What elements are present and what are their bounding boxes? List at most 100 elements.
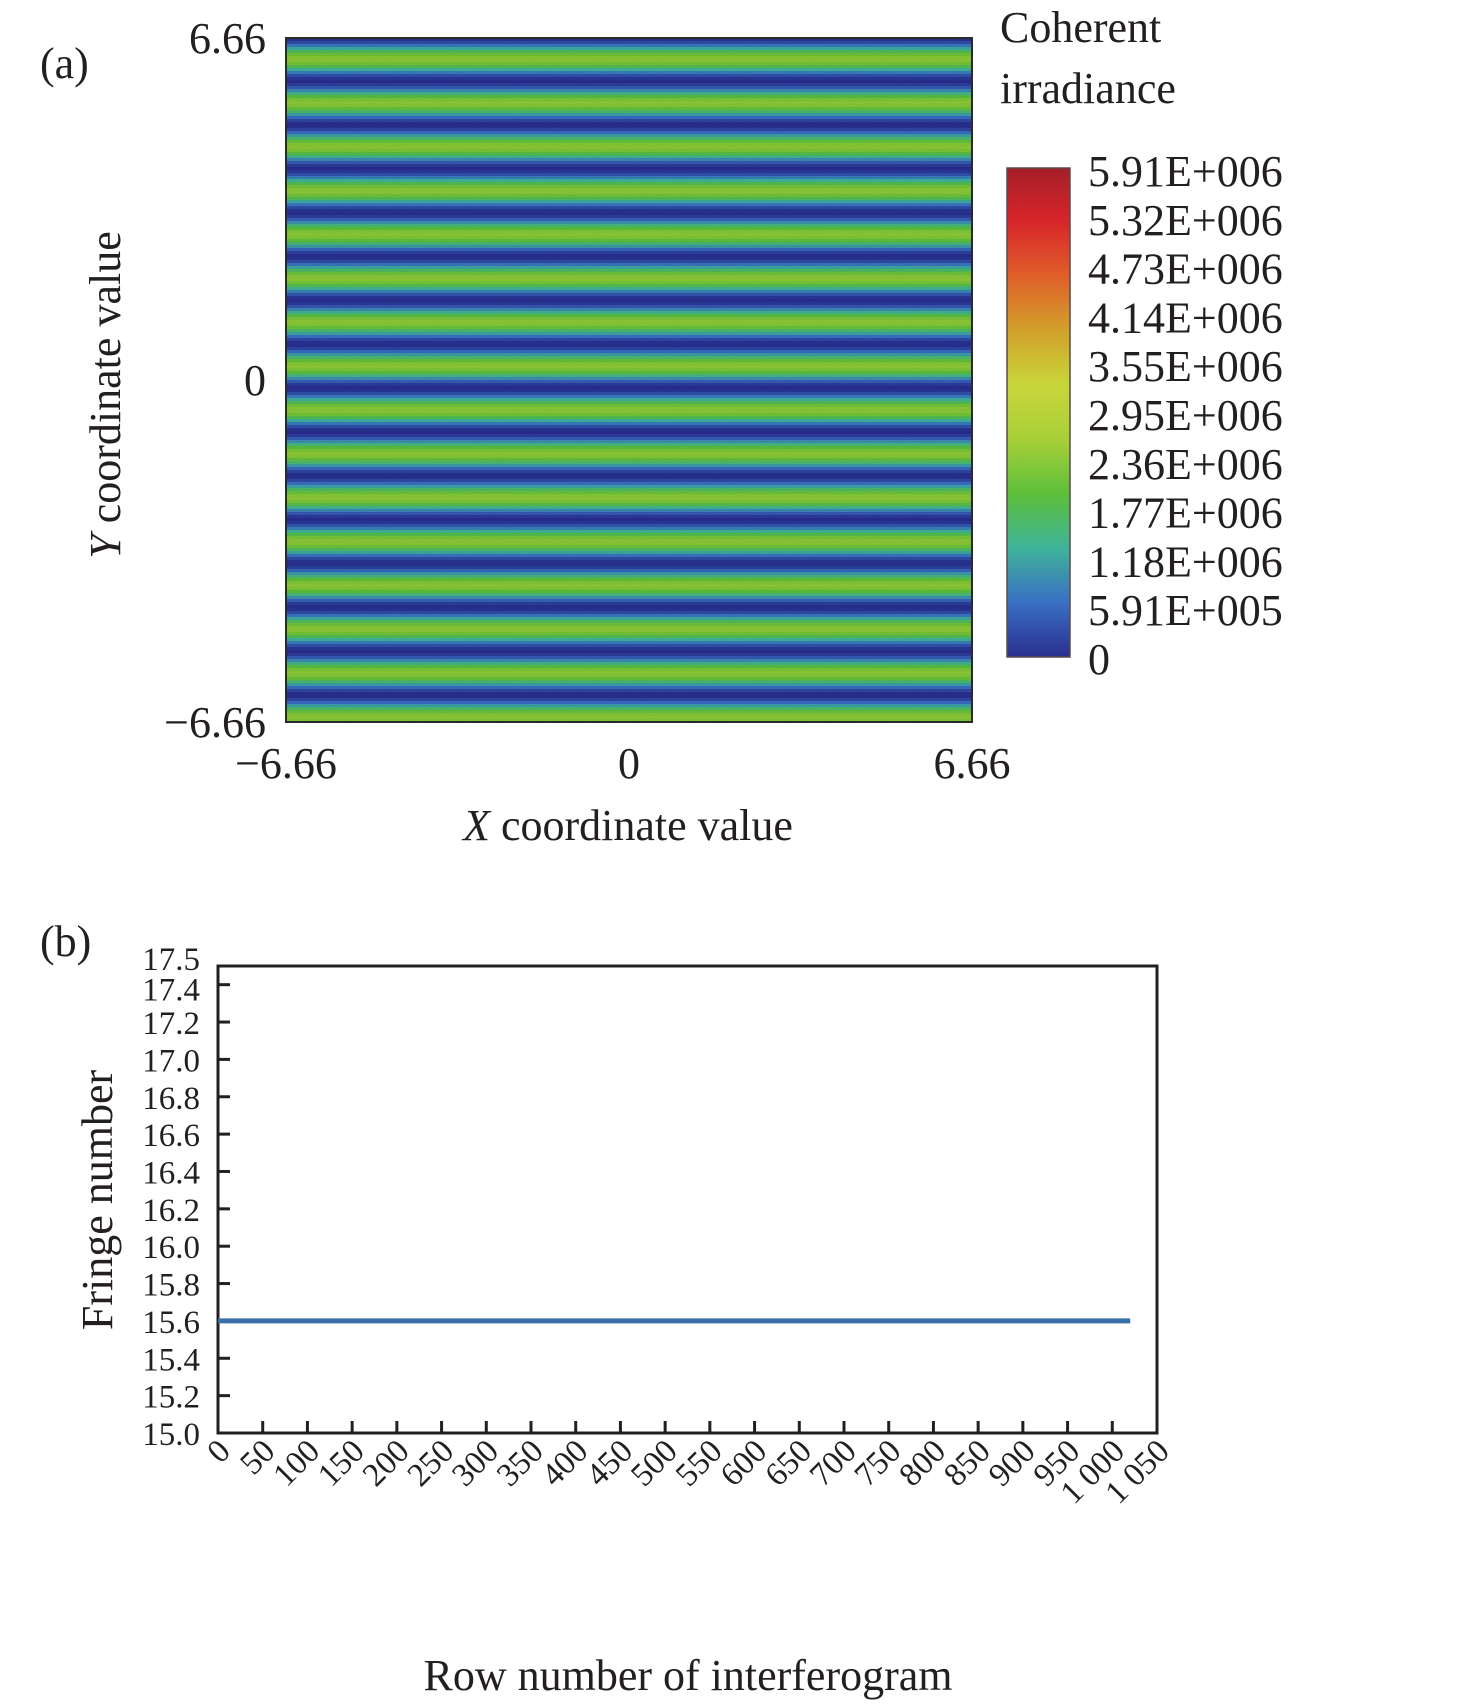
heatmap-cell-row: [286, 167, 972, 171]
heatmap-cell-row: [286, 371, 972, 375]
heatmap-cell-row: [286, 50, 972, 54]
heatmap-cell-row: [286, 617, 972, 621]
heatmap-cell-row: [286, 611, 972, 615]
heatmap-cell-row: [286, 653, 972, 657]
heatmap-cell-row: [286, 287, 972, 291]
heatmap-cell-row: [286, 80, 972, 84]
heatmap-cell-row: [286, 239, 972, 243]
heatmap-cell-row: [286, 221, 972, 225]
a-y-ticks: 6.66 0 −6.66: [164, 14, 266, 747]
b-y-tick-label: 15.4: [142, 1342, 200, 1378]
colorbar-tick-label: 3.55E+006: [1088, 342, 1283, 391]
heatmap-cell-row: [286, 155, 972, 159]
heatmap-cell-row: [286, 665, 972, 669]
heatmap-cell-row: [286, 401, 972, 405]
heatmap-cell-row: [286, 422, 972, 426]
panel-a-label: (a): [40, 39, 89, 88]
heatmap-cell-row: [286, 650, 972, 654]
heatmap-cell-row: [286, 137, 972, 141]
heatmap-cell-row: [286, 560, 972, 564]
colorbar-tick-label: 2.36E+006: [1088, 440, 1283, 489]
heatmap-cell-row: [286, 74, 972, 78]
heatmap-cell-row: [286, 65, 972, 69]
heatmap-cell-row: [286, 461, 972, 465]
heatmap-cell-row: [286, 476, 972, 480]
heatmap-frame: [285, 37, 973, 723]
heatmap-cell-row: [286, 521, 972, 525]
heatmap-cell-row: [286, 266, 972, 270]
heatmap-cell-row: [286, 551, 972, 555]
heatmap-cell-row: [286, 605, 972, 609]
heatmap-cell-row: [286, 656, 972, 660]
heatmap-cell-row: [286, 281, 972, 285]
heatmap-cell-row: [286, 314, 972, 318]
heatmap-cell-row: [286, 131, 972, 135]
heatmap-cell-row: [286, 434, 972, 438]
heatmap-cell-row: [286, 482, 972, 486]
heatmap-cell-row: [286, 470, 972, 474]
heatmap-cell-row: [286, 485, 972, 489]
heatmap-cell-row: [286, 677, 972, 681]
heatmap-cell-row: [286, 683, 972, 687]
heatmap-cell-row: [286, 389, 972, 393]
colorbar-tick-label: 4.73E+006: [1088, 245, 1283, 294]
heatmap-cell-row: [286, 584, 972, 588]
heatmap-cell-row: [286, 449, 972, 453]
heatmap-cell-row: [286, 368, 972, 372]
heatmap-cell-row: [286, 302, 972, 306]
heatmap-cell-row: [286, 53, 972, 57]
heatmap-cell-row: [286, 452, 972, 456]
heatmap-cell-row: [286, 536, 972, 540]
a-x-ticks: −6.66 0 6.66: [235, 739, 1010, 788]
heatmap-cell-row: [286, 662, 972, 666]
heatmap-cell-row: [286, 548, 972, 552]
heatmap-cell-row: [286, 92, 972, 96]
b-y-tick-label: 16.4: [142, 1156, 200, 1192]
a-y-axis-label-rest: coordinate value: [81, 231, 130, 534]
heatmap-cell-row: [286, 245, 972, 249]
heatmap-cell-row: [286, 518, 972, 522]
heatmap-cell-row: [286, 89, 972, 93]
heatmap-cell-row: [286, 596, 972, 600]
a-y-tick-label: −6.66: [164, 698, 266, 747]
heatmap-cell-row: [286, 488, 972, 492]
colorbar-tick-label: 2.95E+006: [1088, 391, 1283, 440]
colorbar-tick-label: 0: [1088, 635, 1110, 684]
heatmap-cell-row: [286, 176, 972, 180]
heatmap-cell-row: [286, 218, 972, 222]
heatmap-cell-row: [286, 113, 972, 117]
heatmap-cell-row: [286, 230, 972, 234]
heatmap-cell-row: [286, 326, 972, 330]
heatmap-cell-row: [286, 380, 972, 384]
heatmap-cell-row: [286, 188, 972, 192]
heatmap-cell-row: [286, 107, 972, 111]
heatmap-cell-row: [286, 695, 972, 699]
heatmap-cell-row: [286, 689, 972, 693]
heatmap-cell-row: [286, 407, 972, 411]
b-x-tick-label: 0: [201, 1433, 238, 1470]
heatmap-cell-row: [286, 671, 972, 675]
colorbar-tick-label: 5.91E+006: [1088, 147, 1283, 196]
heatmap-cell-row: [286, 404, 972, 408]
heatmap-cell-row: [286, 278, 972, 282]
heatmap-cell-row: [286, 191, 972, 195]
heatmap-cell-row: [286, 185, 972, 189]
heatmap-cell-row: [286, 704, 972, 708]
b-y-tick-label: 17.5: [142, 942, 200, 978]
heatmap-cell-row: [286, 710, 972, 714]
heatmap-cell-row: [286, 206, 972, 210]
heatmap-cell-row: [286, 59, 972, 63]
heatmap-cell-row: [286, 692, 972, 696]
b-y-tick-label: 17.4: [142, 973, 200, 1009]
heatmap-cell-row: [286, 668, 972, 672]
heatmap-cell-row: [286, 263, 972, 267]
heatmap-cell-row: [286, 590, 972, 594]
heatmap-cell-row: [286, 533, 972, 537]
b-y-tick-label: 15.8: [142, 1268, 200, 1304]
heatmap-cell-row: [286, 512, 972, 516]
heatmap-cell-row: [286, 38, 972, 42]
heatmap-cell-row: [286, 149, 972, 153]
heatmap-cell-row: [286, 440, 972, 444]
heatmap-cell-row: [286, 386, 972, 390]
